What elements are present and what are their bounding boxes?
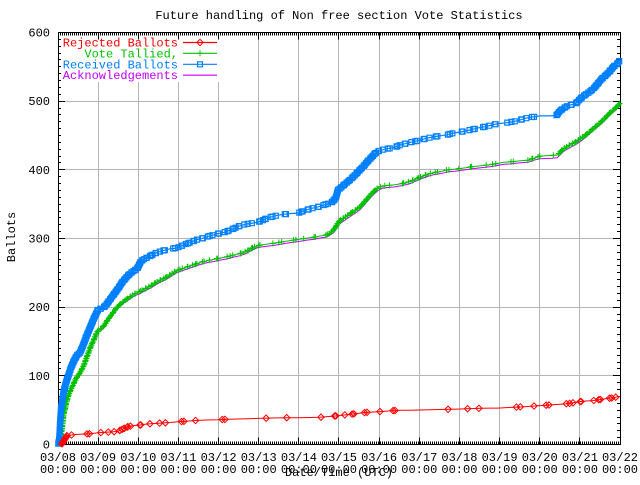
svg-text:03/10: 03/10: [120, 451, 156, 465]
svg-text:00:00: 00:00: [602, 463, 638, 477]
svg-text:00:00: 00:00: [120, 463, 156, 477]
svg-text:400: 400: [28, 164, 50, 178]
svg-text:03/09: 03/09: [80, 451, 116, 465]
svg-text:03/18: 03/18: [441, 451, 477, 465]
svg-text:00:00: 00:00: [522, 463, 558, 477]
svg-text:03/14: 03/14: [281, 451, 317, 465]
svg-text:00:00: 00:00: [401, 463, 437, 477]
svg-text:00:00: 00:00: [80, 463, 116, 477]
svg-text:03/16: 03/16: [361, 451, 397, 465]
svg-text:00:00: 00:00: [40, 463, 76, 477]
svg-text:300: 300: [28, 233, 50, 247]
svg-text:03/19: 03/19: [482, 451, 518, 465]
svg-text:Future handling of Non free se: Future handling of Non free section Vote…: [155, 9, 522, 23]
svg-text:Ballots: Ballots: [5, 212, 19, 262]
svg-text:Rejected Ballots: Rejected Ballots: [63, 37, 178, 51]
svg-text:600: 600: [28, 27, 50, 41]
svg-text:03/17: 03/17: [401, 451, 437, 465]
svg-text:03/11: 03/11: [160, 451, 196, 465]
svg-text:03/20: 03/20: [522, 451, 558, 465]
svg-text:00:00: 00:00: [562, 463, 598, 477]
svg-text:200: 200: [28, 301, 50, 315]
svg-text:Vote Tallied,: Vote Tallied,: [84, 47, 178, 61]
svg-text:00:00: 00:00: [441, 463, 477, 477]
svg-text:03/22: 03/22: [602, 451, 638, 465]
svg-text:100: 100: [28, 370, 50, 384]
svg-text:03/13: 03/13: [241, 451, 277, 465]
svg-text:00:00: 00:00: [321, 463, 357, 477]
svg-text:00:00: 00:00: [201, 463, 237, 477]
svg-text:03/08: 03/08: [40, 451, 76, 465]
svg-text:03/21: 03/21: [562, 451, 598, 465]
svg-text:00:00: 00:00: [160, 463, 196, 477]
svg-text:00:00: 00:00: [241, 463, 277, 477]
svg-text:Acknowledgements: Acknowledgements: [63, 69, 178, 83]
svg-text:00:00: 00:00: [281, 463, 317, 477]
svg-text:00:00: 00:00: [482, 463, 518, 477]
svg-text:03/15: 03/15: [321, 451, 357, 465]
svg-text:03/12: 03/12: [201, 451, 237, 465]
svg-text:Date/Time (UTC): Date/Time (UTC): [285, 466, 393, 480]
svg-text:Received Ballots: Received Ballots: [63, 58, 178, 72]
svg-text:0: 0: [43, 439, 50, 453]
svg-text:500: 500: [28, 95, 50, 109]
svg-text:00:00: 00:00: [361, 463, 397, 477]
